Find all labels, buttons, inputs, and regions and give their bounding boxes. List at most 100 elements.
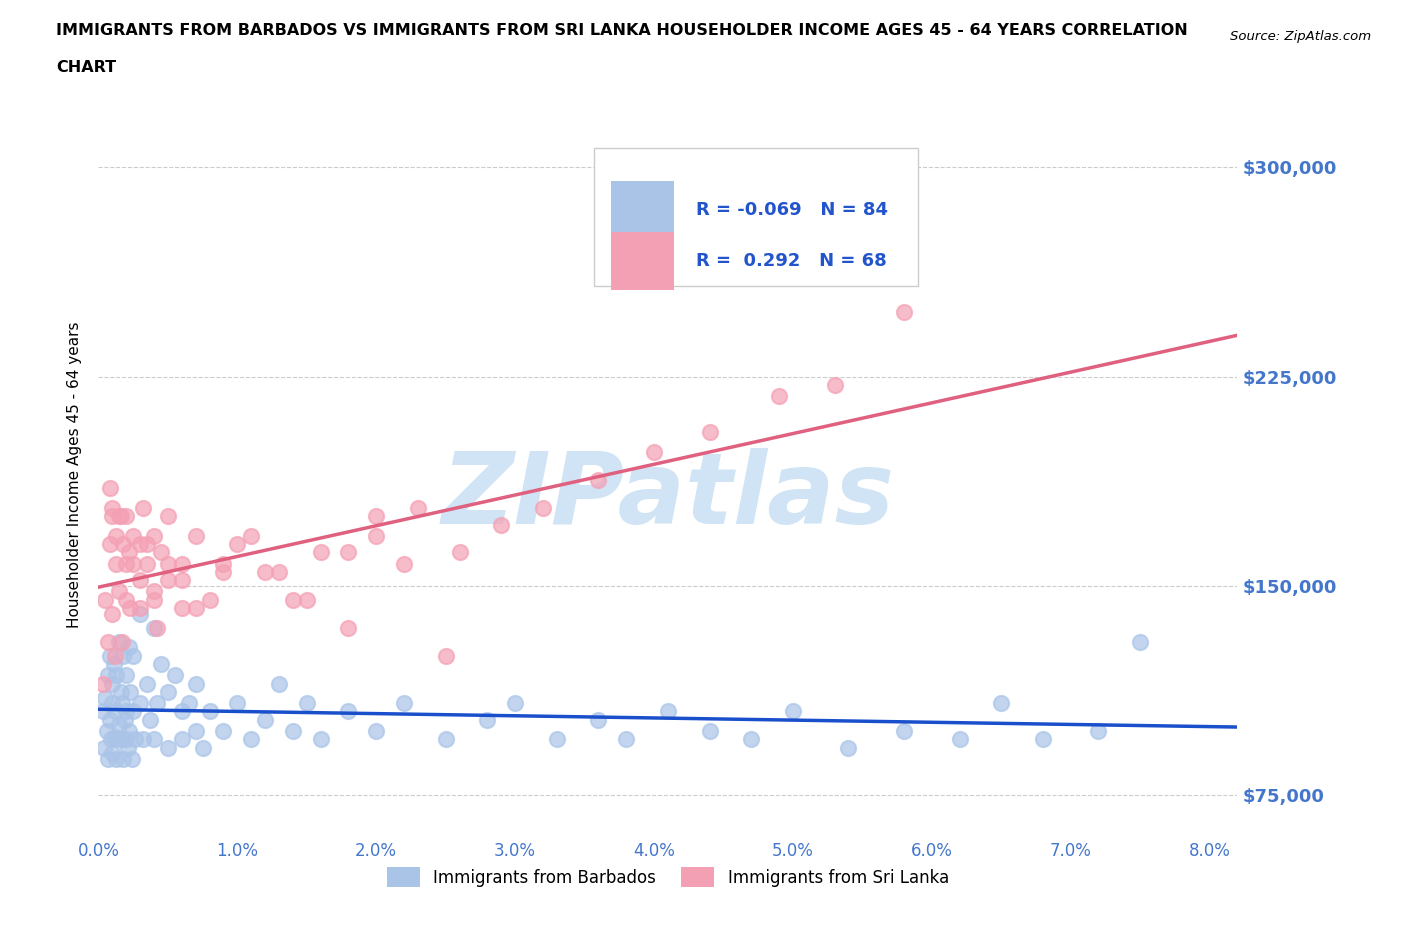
Point xyxy=(105,528,128,543)
Point xyxy=(122,528,145,543)
Point xyxy=(824,378,846,392)
Point xyxy=(94,690,117,705)
Point xyxy=(449,545,471,560)
Legend: Immigrants from Barbados, Immigrants from Sri Lanka: Immigrants from Barbados, Immigrants fro… xyxy=(380,860,956,894)
Point xyxy=(124,732,146,747)
Point xyxy=(110,509,132,524)
Point xyxy=(94,592,117,607)
Point xyxy=(295,696,318,711)
Point xyxy=(657,704,679,719)
Point xyxy=(198,592,221,607)
Point xyxy=(143,528,166,543)
Point xyxy=(104,704,127,719)
Point xyxy=(122,704,145,719)
Point xyxy=(111,696,134,711)
Point xyxy=(366,528,388,543)
Point xyxy=(699,724,721,738)
Point xyxy=(98,648,121,663)
Point xyxy=(489,517,512,532)
Point xyxy=(105,751,128,766)
Text: IMMIGRANTS FROM BARBADOS VS IMMIGRANTS FROM SRI LANKA HOUSEHOLDER INCOME AGES 45: IMMIGRANTS FROM BARBADOS VS IMMIGRANTS F… xyxy=(56,23,1188,38)
Point xyxy=(170,732,193,747)
Point xyxy=(267,676,290,691)
Y-axis label: Householder Income Ages 45 - 64 years: Householder Income Ages 45 - 64 years xyxy=(67,321,83,628)
Point xyxy=(337,545,360,560)
Point xyxy=(170,573,193,588)
Point xyxy=(114,712,136,727)
Point xyxy=(254,565,277,579)
Bar xyxy=(612,232,673,290)
Point xyxy=(98,537,121,551)
Point xyxy=(136,676,159,691)
Point xyxy=(108,718,131,733)
Point xyxy=(129,601,152,616)
Point xyxy=(143,732,166,747)
Point xyxy=(309,545,332,560)
Point xyxy=(156,509,179,524)
Point xyxy=(191,740,214,755)
Point xyxy=(170,704,193,719)
Point xyxy=(105,556,128,571)
Point xyxy=(1032,732,1054,747)
Point xyxy=(643,445,665,459)
Point xyxy=(100,732,122,747)
Point xyxy=(184,676,207,691)
Point xyxy=(531,500,554,515)
Point xyxy=(406,500,429,515)
Point xyxy=(132,500,155,515)
Text: Source: ZipAtlas.com: Source: ZipAtlas.com xyxy=(1230,30,1371,43)
Point xyxy=(184,724,207,738)
Point xyxy=(434,648,457,663)
Point xyxy=(212,565,235,579)
Point xyxy=(503,696,526,711)
Point xyxy=(149,657,172,671)
Point xyxy=(226,696,249,711)
Point xyxy=(837,740,859,755)
FancyBboxPatch shape xyxy=(593,148,918,286)
Point xyxy=(893,305,915,320)
Point xyxy=(136,556,159,571)
Point xyxy=(281,592,304,607)
Text: R =  0.292   N = 68: R = 0.292 N = 68 xyxy=(696,252,887,270)
Point xyxy=(139,712,162,727)
Point xyxy=(267,565,290,579)
Point xyxy=(111,732,134,747)
Point xyxy=(184,528,207,543)
Point xyxy=(115,592,138,607)
Point xyxy=(1087,724,1109,738)
Point xyxy=(112,751,135,766)
Point xyxy=(588,712,610,727)
Point xyxy=(143,620,166,635)
Point xyxy=(110,684,132,699)
Text: CHART: CHART xyxy=(56,60,117,75)
Point xyxy=(101,500,124,515)
Point xyxy=(129,537,152,551)
Point xyxy=(108,509,131,524)
Point xyxy=(149,545,172,560)
Point xyxy=(101,676,124,691)
Point xyxy=(156,740,179,755)
Point xyxy=(111,634,134,649)
Point xyxy=(309,732,332,747)
Point xyxy=(101,696,124,711)
Point xyxy=(129,573,152,588)
Point xyxy=(184,601,207,616)
Point xyxy=(337,620,360,635)
Point xyxy=(212,556,235,571)
Point xyxy=(740,732,762,747)
Point xyxy=(337,704,360,719)
Point xyxy=(281,724,304,738)
Point xyxy=(101,509,124,524)
Point xyxy=(105,668,128,683)
Point xyxy=(103,657,125,671)
Point xyxy=(115,556,138,571)
Point xyxy=(104,648,127,663)
Point xyxy=(212,724,235,738)
Point xyxy=(1129,634,1152,649)
Point xyxy=(366,509,388,524)
Point xyxy=(115,668,138,683)
Point xyxy=(122,556,145,571)
Text: ZIPatlas: ZIPatlas xyxy=(441,447,894,545)
Point xyxy=(392,556,415,571)
Point xyxy=(115,509,138,524)
